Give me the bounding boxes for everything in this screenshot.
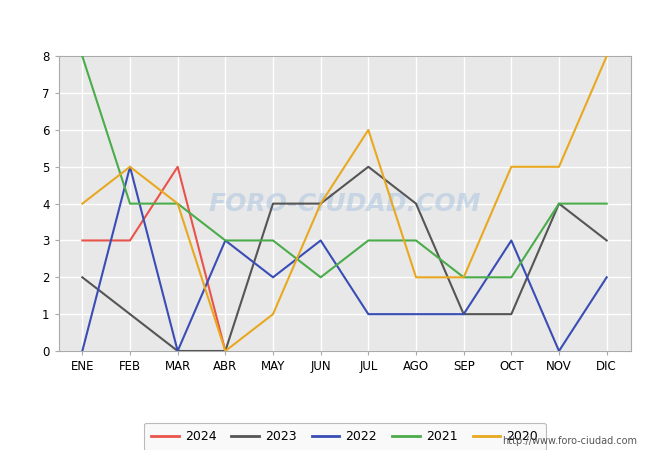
Text: FORO-CIUDAD.COM: FORO-CIUDAD.COM: [208, 192, 481, 216]
Text: http://www.foro-ciudad.com: http://www.foro-ciudad.com: [502, 436, 637, 446]
Legend: 2024, 2023, 2022, 2021, 2020: 2024, 2023, 2022, 2021, 2020: [144, 423, 545, 450]
Text: Matriculaciones de Vehiculos en Rafelcofer: Matriculaciones de Vehiculos en Rafelcof…: [147, 14, 503, 33]
